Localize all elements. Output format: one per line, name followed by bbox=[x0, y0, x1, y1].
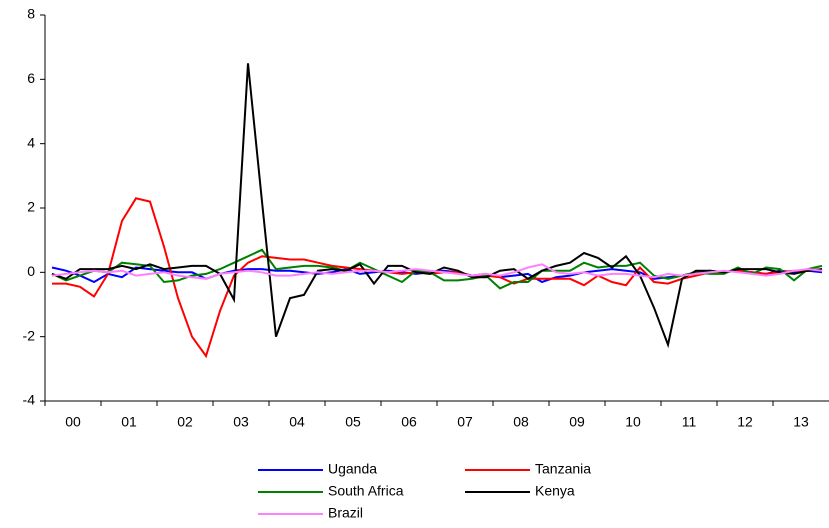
y-tick-label: 4 bbox=[27, 134, 35, 150]
legend-label: Kenya bbox=[535, 483, 575, 499]
x-tick-label: 01 bbox=[121, 414, 137, 430]
x-tick-label: 08 bbox=[513, 414, 529, 430]
series-line bbox=[52, 197, 823, 359]
x-tick-label: 07 bbox=[457, 414, 473, 430]
x-tick-label: 13 bbox=[793, 414, 809, 430]
x-tick-label: 02 bbox=[177, 414, 193, 430]
x-tick-label: 10 bbox=[625, 414, 641, 430]
y-tick-label: 8 bbox=[27, 6, 35, 22]
series-line bbox=[51, 263, 823, 280]
legend-label: Tanzania bbox=[535, 461, 591, 477]
legend-label: Uganda bbox=[328, 461, 377, 477]
y-tick-label: 6 bbox=[27, 70, 35, 86]
x-tick-label: 05 bbox=[345, 414, 361, 430]
y-tick-label: -4 bbox=[23, 392, 36, 408]
legend-label: Brazil bbox=[328, 505, 363, 521]
x-tick-label: 00 bbox=[65, 414, 81, 430]
x-tick-label: 03 bbox=[233, 414, 249, 430]
legend-label: South Africa bbox=[328, 483, 404, 499]
y-tick-label: 0 bbox=[27, 263, 35, 279]
x-tick-label: 06 bbox=[401, 414, 417, 430]
series-line bbox=[51, 63, 823, 349]
x-tick-label: 09 bbox=[569, 414, 585, 430]
x-tick-label: 11 bbox=[682, 414, 697, 430]
x-tick-label: 04 bbox=[289, 414, 305, 430]
y-tick-label: -2 bbox=[23, 327, 36, 343]
x-tick-label: 12 bbox=[737, 414, 753, 430]
y-tick-label: 2 bbox=[27, 199, 35, 215]
